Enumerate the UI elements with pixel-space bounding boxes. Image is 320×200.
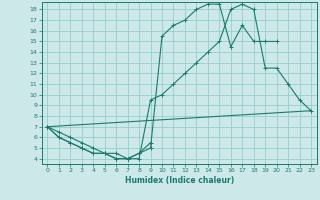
X-axis label: Humidex (Indice chaleur): Humidex (Indice chaleur): [124, 176, 234, 185]
